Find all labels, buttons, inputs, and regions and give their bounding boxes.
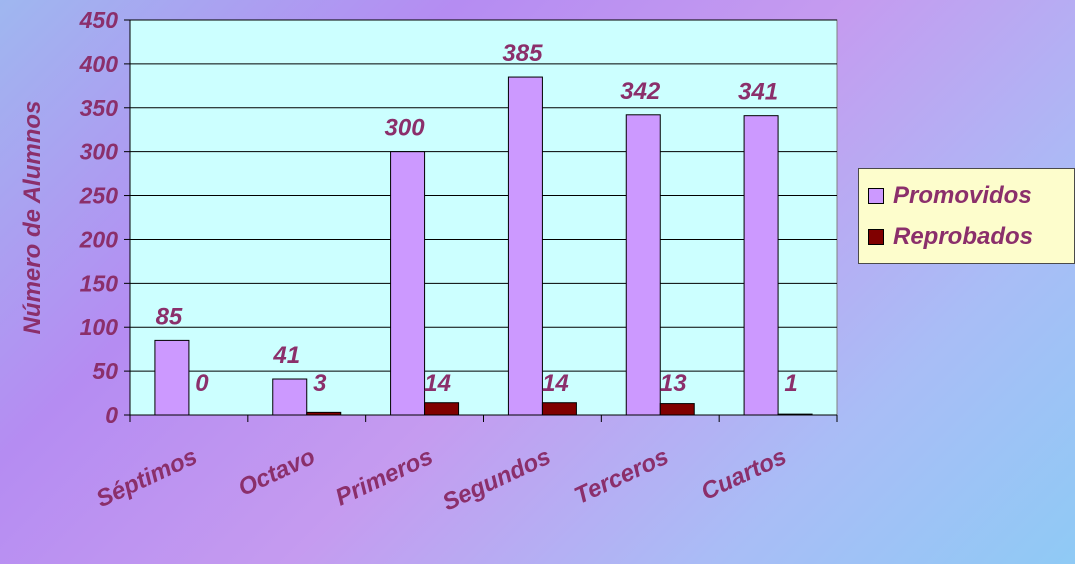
data-label-promovidos-0: 85 — [156, 303, 183, 330]
bar-promovidos-1 — [272, 378, 308, 416]
data-label-promovidos-5: 341 — [738, 79, 778, 106]
y-tick-label: 50 — [92, 358, 118, 384]
y-tick-label: 250 — [79, 183, 119, 209]
y-tick-labels: 0 50 100 150 200 250 300 350 400 450 — [79, 7, 119, 428]
plot-area — [129, 19, 838, 416]
y-tick-label: 350 — [80, 95, 119, 121]
data-label-promovidos-3: 385 — [502, 40, 543, 67]
legend-swatch-promovidos — [868, 188, 884, 204]
legend-label-promovidos: Promovidos — [893, 182, 1032, 209]
y-tick-label: 150 — [80, 270, 119, 296]
data-label-reprobados-5: 1 — [784, 370, 797, 397]
y-axis-label: Número de Alumnos — [19, 101, 46, 335]
bar-promovidos-5 — [743, 115, 779, 416]
y-tick-label: 0 — [105, 402, 118, 428]
data-label-promovidos-4: 342 — [620, 78, 661, 105]
bar-reprobados-3 — [541, 402, 577, 416]
x-tick-label: Primeros — [331, 443, 437, 511]
bar-reprobados-2 — [424, 402, 460, 416]
x-tick-label: Cuartos — [697, 443, 791, 506]
bars — [154, 76, 813, 416]
legend: Promovidos Reprobados — [858, 168, 1075, 264]
y-tick-label: 450 — [79, 7, 119, 33]
data-label-promovidos-1: 41 — [272, 342, 300, 369]
data-label-reprobados-4: 13 — [660, 370, 687, 397]
data-labels: 85 41 300 385 342 341 0 3 14 14 13 1 — [156, 40, 798, 397]
data-label-reprobados-3: 14 — [542, 370, 569, 397]
x-tick-labels: Séptimos Octavo Primeros Segundos Terceros Cu… — [92, 443, 790, 517]
y-tick-label: 200 — [79, 226, 119, 252]
y-tick-label: 100 — [80, 314, 119, 340]
bar-promovidos-2 — [390, 151, 426, 416]
axes — [129, 20, 838, 422]
bar-reprobados-4 — [659, 403, 695, 416]
x-tick-label: Segundos — [438, 443, 555, 517]
bar-promovidos-0 — [154, 339, 190, 416]
x-tick-label: Séptimos — [92, 443, 201, 513]
data-label-reprobados-0: 0 — [195, 370, 209, 397]
x-tick-label: Terceros — [570, 443, 672, 510]
legend-item-reprobados: Reprobados — [868, 223, 1034, 250]
bar-promovidos-3 — [507, 76, 543, 416]
x-tick-label: Octavo — [234, 443, 319, 502]
y-tick-label: 400 — [79, 51, 119, 77]
legend-swatch-reprobados — [868, 229, 884, 245]
legend-item-promovidos: Promovidos — [868, 182, 1032, 209]
bar-promovidos-4 — [625, 114, 661, 416]
data-label-reprobados-2: 14 — [424, 370, 451, 397]
y-tick-label: 300 — [80, 139, 119, 165]
gridlines — [124, 19, 837, 416]
data-label-promovidos-2: 300 — [385, 115, 426, 142]
legend-label-reprobados: Reprobados — [893, 223, 1034, 250]
data-label-reprobados-1: 3 — [313, 370, 327, 397]
